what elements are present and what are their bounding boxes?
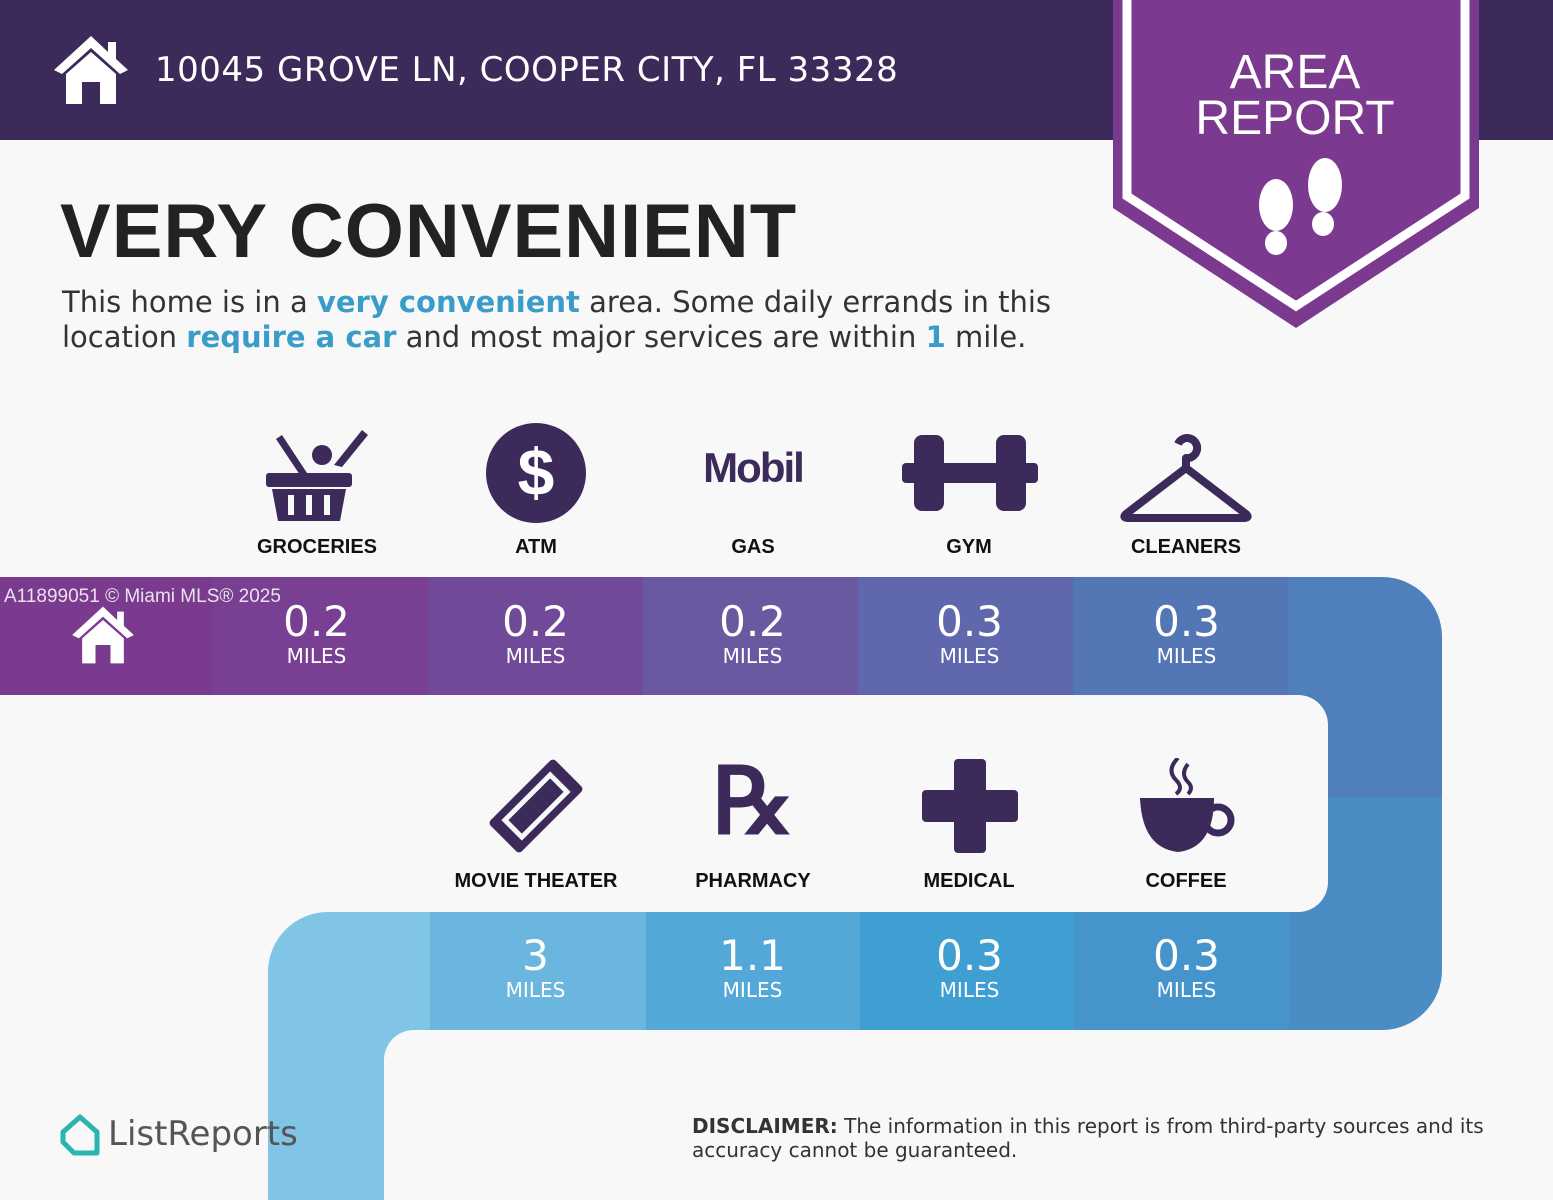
category-label-coffee: COFFEE <box>1145 870 1227 892</box>
distance-medical: 0.3 MILES <box>936 931 1003 1003</box>
distance-gym: 0.3 MILES <box>936 597 1003 669</box>
dollar-icon: $ <box>486 423 586 523</box>
category-label-gym: GYM <box>946 536 992 558</box>
grocery-basket-icon <box>266 430 368 521</box>
category-label-cleaners: CLEANERS <box>1130 536 1241 558</box>
medical-cross-icon <box>922 759 1018 853</box>
coffee-cup-icon <box>1140 758 1235 852</box>
footprints-icon <box>1259 158 1342 255</box>
badge-title: AREA REPORT <box>1145 49 1445 145</box>
disclaimer: DISCLAIMER: The information in this repo… <box>692 1114 1484 1162</box>
page-title: VERY CONVENIENT <box>60 189 798 274</box>
category-label-atm: ATM <box>515 536 557 558</box>
distance-groceries: 0.2 MILES <box>283 597 350 669</box>
ticket-icon <box>489 759 583 853</box>
middle-gap <box>0 695 1328 912</box>
distance-cleaners: 0.3 MILES <box>1153 597 1220 669</box>
distance-atm: 0.2 MILES <box>502 597 569 669</box>
bottom-band <box>268 912 1289 1200</box>
rx-icon: ℞ <box>712 751 795 853</box>
category-label-gas: GAS <box>731 536 775 558</box>
mobil-logo: Mobil <box>703 444 805 491</box>
badge-line-1: AREA <box>1229 46 1361 99</box>
home-start-icon <box>72 606 134 664</box>
distance-coffee: 0.3 MILES <box>1153 931 1220 1003</box>
category-label-movie-theater: MOVIE THEATER <box>454 870 618 892</box>
distance-pharmacy: 1.1 MILES <box>719 931 786 1003</box>
watermark: A11899051 © Miami MLS® 2025 <box>4 586 281 607</box>
category-label-medical: MEDICAL <box>923 870 1015 892</box>
distance-movie-theater: 3 MILES <box>505 931 566 1003</box>
category-label-pharmacy: PHARMACY <box>695 870 811 892</box>
listreports-logo: ListReports <box>108 1114 298 1154</box>
badge-line-2: REPORT <box>1195 92 1395 145</box>
listreports-logo-icon <box>60 1114 100 1156</box>
description: This home is in a very convenient area. … <box>62 285 1052 354</box>
svg-text:$: $ <box>518 435 555 509</box>
home-icon <box>54 36 128 104</box>
dumbbell-icon <box>902 435 1038 511</box>
distance-gas: 0.2 MILES <box>719 597 786 669</box>
hanger-icon <box>1120 434 1252 522</box>
area-report-badge <box>1113 0 1479 328</box>
property-address: 10045 GROVE LN, COOPER CITY, FL 33328 <box>155 50 899 90</box>
category-label-groceries: GROCERIES <box>256 536 378 558</box>
